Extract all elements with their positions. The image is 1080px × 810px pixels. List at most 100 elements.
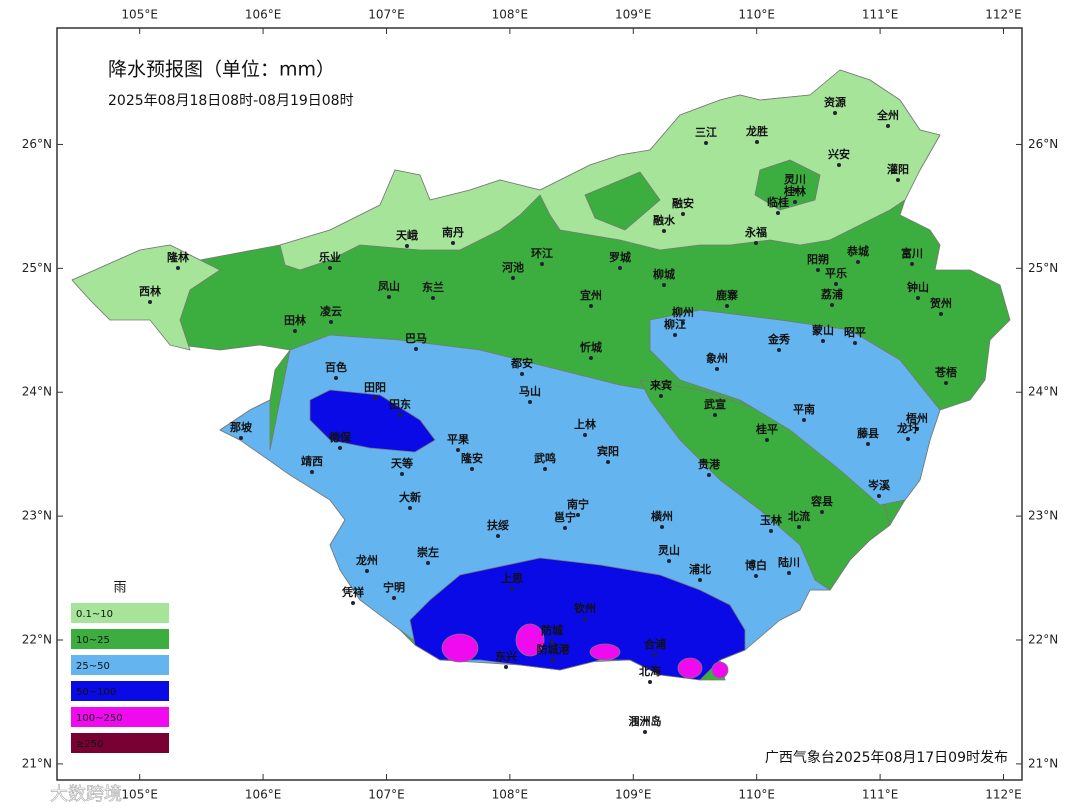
city-dot bbox=[755, 140, 759, 144]
city-label: 陆川 bbox=[778, 555, 800, 569]
city-dot bbox=[365, 569, 369, 573]
legend-swatch bbox=[71, 681, 169, 701]
city-label: 涠洲岛 bbox=[629, 714, 662, 728]
city-label: 永福 bbox=[744, 225, 767, 239]
city-label: 忻城 bbox=[580, 340, 602, 354]
city-label: 邕宁 bbox=[554, 510, 576, 524]
zone-100-250 bbox=[441, 633, 479, 663]
city-dot bbox=[550, 639, 554, 643]
city-label: 环江 bbox=[531, 246, 553, 260]
city-label: 来宾 bbox=[649, 378, 672, 392]
city-dot bbox=[328, 266, 332, 270]
city-dot bbox=[583, 433, 587, 437]
lon-tick-label: 111°E bbox=[862, 8, 899, 22]
city-dot bbox=[329, 320, 333, 324]
city-label: 贵港 bbox=[698, 457, 721, 471]
city-dot bbox=[821, 339, 825, 343]
city-dot bbox=[543, 467, 547, 471]
lon-tick-label: 108°E bbox=[492, 8, 529, 22]
city-label: 苍梧 bbox=[934, 365, 957, 379]
lat-tick-label: 25°N bbox=[1028, 261, 1058, 275]
lon-tick-label: 110°E bbox=[738, 8, 775, 22]
city-dot bbox=[681, 212, 685, 216]
legend-swatch bbox=[71, 629, 169, 649]
city-label: 宜州 bbox=[580, 288, 602, 302]
city-dot bbox=[877, 494, 881, 498]
city-label: 钟山 bbox=[907, 280, 929, 294]
city-label: 南丹 bbox=[442, 225, 464, 239]
city-dot bbox=[239, 436, 243, 440]
city-dot bbox=[754, 241, 758, 245]
city-dot bbox=[618, 266, 622, 270]
city-dot bbox=[944, 381, 948, 385]
city-dot bbox=[660, 525, 664, 529]
lat-tick-label: 23°N bbox=[22, 509, 52, 523]
lon-tick-label: 110°E bbox=[738, 788, 775, 802]
lat-tick-label: 21°N bbox=[1028, 756, 1058, 770]
city-label: 罗城 bbox=[609, 250, 631, 264]
city-label: 田林 bbox=[284, 313, 306, 327]
lat-tick-label: 22°N bbox=[1028, 633, 1058, 647]
city-label: 平乐 bbox=[825, 266, 847, 280]
city-label: 东兴 bbox=[495, 649, 517, 663]
city-dot bbox=[643, 730, 647, 734]
lat-tick-label: 26°N bbox=[22, 137, 52, 151]
city-dot bbox=[408, 506, 412, 510]
lon-tick-label: 107°E bbox=[368, 788, 405, 802]
city-label: 龙圩 bbox=[896, 421, 919, 435]
city-dot bbox=[528, 400, 532, 404]
legend-swatch bbox=[71, 707, 169, 727]
city-dot bbox=[576, 513, 580, 517]
city-label: 武鸣 bbox=[534, 451, 556, 465]
city-label: 鹿寨 bbox=[716, 288, 738, 302]
city-dot bbox=[387, 295, 391, 299]
watermark: 大数跨境 bbox=[50, 784, 122, 805]
city-dot bbox=[451, 241, 455, 245]
city-dot bbox=[653, 653, 657, 657]
city-dot bbox=[765, 438, 769, 442]
zone-10-25-patch bbox=[754, 159, 821, 211]
city-dot bbox=[351, 601, 355, 605]
city-dot bbox=[334, 376, 338, 380]
city-dot bbox=[833, 111, 837, 115]
zone-0-10-west bbox=[71, 244, 221, 351]
city-label: 合浦 bbox=[644, 637, 666, 651]
city-dot bbox=[793, 188, 797, 192]
zone-10-25-patch bbox=[584, 171, 661, 231]
city-dot bbox=[896, 178, 900, 182]
city-label: 凌云 bbox=[320, 304, 342, 318]
legend: 雨 0.1~10 10~25 25~50 50~100 100~250 ≥250 bbox=[71, 581, 169, 753]
city-dot bbox=[916, 296, 920, 300]
city-label: 防城 bbox=[541, 623, 563, 637]
city-label: 藤县 bbox=[857, 426, 879, 440]
city-dot bbox=[793, 200, 797, 204]
city-label: 容县 bbox=[810, 494, 833, 508]
city-label: 龙胜 bbox=[745, 124, 768, 138]
city-label: 巴马 bbox=[405, 332, 427, 345]
legend-label: 50~100 bbox=[76, 687, 116, 698]
city-dot bbox=[776, 211, 780, 215]
city-dot bbox=[830, 303, 834, 307]
lat-tick-label: 24°N bbox=[1028, 385, 1058, 399]
city-label: 田阳 bbox=[364, 380, 386, 394]
city-dot bbox=[659, 394, 663, 398]
city-label: 隆林 bbox=[167, 250, 189, 264]
city-label: 象州 bbox=[706, 351, 728, 365]
city-dot bbox=[797, 525, 801, 529]
city-label: 德保 bbox=[328, 430, 352, 444]
city-dot bbox=[373, 396, 377, 400]
city-label: 凤山 bbox=[378, 279, 400, 293]
city-dot bbox=[551, 658, 555, 662]
city-dot bbox=[820, 510, 824, 514]
city-dot bbox=[431, 296, 435, 300]
city-dot bbox=[176, 266, 180, 270]
city-label: 贺州 bbox=[929, 296, 952, 310]
city-dot bbox=[540, 262, 544, 266]
rain-zones bbox=[71, 69, 1011, 681]
city-dot bbox=[698, 578, 702, 582]
city-label: 那坡 bbox=[230, 420, 253, 434]
lon-tick-label: 105°E bbox=[121, 8, 158, 22]
city-label: 恭城 bbox=[846, 244, 869, 258]
city-label: 梧州 bbox=[906, 411, 928, 425]
